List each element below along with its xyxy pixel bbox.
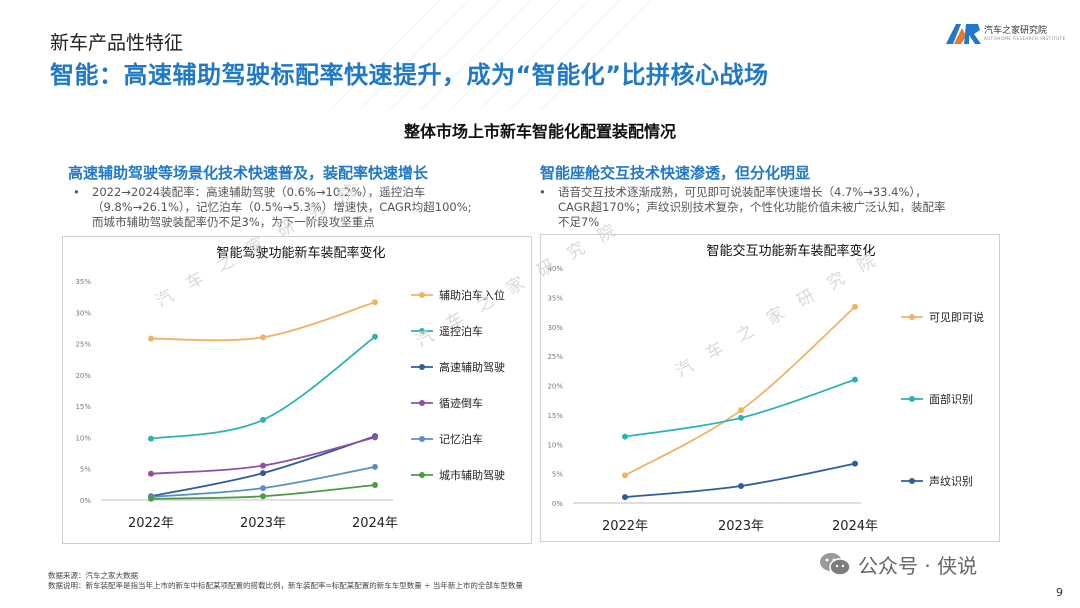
y-tick-label: 20% (547, 383, 563, 391)
data-point (372, 481, 378, 488)
x-tick-label: 2023年 (240, 516, 286, 531)
left-bullet-line: （9.8%→26.1%），记忆泊车（0.5%→5.3%）增速快，CAGR均超10… (92, 200, 472, 214)
y-tick-label: 35% (547, 294, 563, 302)
legend-label: 声纹识别 (929, 474, 973, 488)
data-point (622, 494, 628, 501)
data-point (148, 470, 154, 477)
right-bullet: • 语音交互技术逐渐成熟，可见即可说装配率快速增长（4.7%→33.4%）， C… (539, 185, 998, 230)
data-point (622, 433, 628, 440)
series-line (624, 462, 856, 499)
data-point (622, 472, 628, 479)
data-point (260, 462, 266, 469)
logo-subtext: AUTOHOME RESEARCH INSTITUTE (984, 36, 1066, 41)
bullet-dot: • (539, 185, 546, 199)
data-point (260, 334, 266, 341)
page-headline: 智能：高速辅助驾驶标配率快速提升，成为“智能化”比拼核心战场 (50, 61, 769, 89)
data-point (260, 493, 266, 500)
data-point (852, 303, 858, 310)
data-point (372, 333, 378, 340)
legend-label: 城市辅助驾驶 (439, 468, 505, 482)
x-tick-label: 2022年 (128, 516, 174, 531)
legend-label: 面部识别 (929, 392, 973, 406)
interaction-chart-panel: 智能交互功能新车装配率变化 0% 5% 10% 15% 20% 25% 30% 35% 40% 20… (540, 234, 1000, 542)
x-tick-label: 2022年 (602, 519, 648, 534)
data-point (852, 460, 858, 467)
data-point (260, 470, 266, 477)
data-point (738, 414, 744, 421)
section-title: 新车产品性特征 (50, 32, 184, 54)
legend-marker (909, 314, 915, 320)
legend-label: 遥控泊车 (439, 324, 483, 338)
data-point (260, 485, 266, 492)
data-point (260, 416, 266, 423)
right-bullet-line: CAGR超170%；声纹识别技术复杂，个性化功能价值未被广泛认知，装配率 (558, 200, 946, 214)
left-bullet-line: 而城市辅助驾驶装配率仍不足3%，为下一阶段攻坚重点 (92, 215, 375, 229)
y-tick-label: 5% (80, 466, 91, 474)
x-tick-label: 2024年 (832, 519, 878, 534)
logo-text: 汽车之家研究院 (984, 26, 1048, 36)
right-bullet-line: 语音交互技术逐渐成熟，可见即可说装配率快速增长（4.7%→33.4%）， (558, 185, 927, 199)
page-number: 9 (1056, 586, 1063, 599)
y-tick-label: 15% (547, 412, 563, 420)
legend-label: 辅助泊车入位 (439, 288, 505, 302)
y-tick-label: 40% (547, 265, 563, 273)
data-point (372, 434, 378, 441)
legend-marker (419, 292, 425, 298)
legend-marker (419, 436, 425, 442)
autohome-logo (946, 24, 981, 44)
y-tick-label: 30% (547, 324, 563, 332)
y-tick-label: 25% (547, 353, 563, 361)
legend-marker (419, 400, 425, 406)
x-tick-label: 2024年 (352, 516, 398, 531)
legend-marker (909, 396, 915, 402)
y-tick-label: 0% (552, 500, 563, 508)
legend-label: 记忆泊车 (439, 432, 483, 446)
driving-chart-panel: 智能驾驶功能新车装配率变化 0% 5% 10% 15% 20% 25% 30% 35% 2022年… (62, 236, 532, 544)
y-tick-label: 30% (75, 309, 91, 317)
bullet-dot: • (73, 185, 80, 199)
data-point (148, 335, 154, 342)
y-tick-label: 20% (75, 372, 91, 380)
chart-title: 智能交互功能新车装配率变化 (706, 243, 875, 259)
legend-label: 高速辅助驾驶 (439, 360, 505, 374)
legend-label: 循迹倒车 (439, 396, 483, 410)
data-note: 数据说明：新车装配率是指当年上市的新车中标配某项配置的搭载比例，新车装配率=标配… (48, 581, 523, 590)
data-point (738, 407, 744, 414)
data-point (372, 299, 378, 306)
x-tick-label: 2023年 (718, 519, 764, 534)
wechat-account: 公众号 · 侠说 (858, 554, 978, 578)
y-tick-label: 10% (75, 434, 91, 442)
legend-marker (909, 478, 915, 484)
y-tick-label: 0% (80, 497, 91, 505)
right-bullet-line: 不足7% (558, 215, 600, 229)
legend-marker (419, 364, 425, 370)
left-bullet-line: 2022→2024装配率：高速辅助驾驶（0.6%→10.2%），遥控泊车 (92, 185, 426, 199)
y-tick-label: 15% (75, 403, 91, 411)
data-point (852, 376, 858, 383)
left-heading: 高速辅助驾驶等场景化技术快速普及，装配率快速增长 (68, 164, 429, 182)
data-point (148, 435, 154, 442)
legend-label: 可见即可说 (929, 310, 984, 324)
data-point (738, 482, 744, 489)
y-tick-label: 35% (75, 278, 91, 286)
data-point (148, 495, 154, 502)
data-point (372, 463, 378, 470)
y-tick-label: 10% (547, 441, 563, 449)
legend-marker (419, 328, 425, 334)
left-bullet: • 2022→2024装配率：高速辅助驾驶（0.6%→10.2%），遥控泊车 （… (73, 185, 532, 230)
series-line (150, 335, 376, 440)
chart-title: 智能驾驶功能新车装配率变化 (216, 245, 385, 261)
legend-marker (419, 472, 425, 478)
interaction-chart: 智能交互功能新车装配率变化 0% 5% 10% 15% 20% 25% 30% 35% 40% 20… (547, 243, 984, 534)
y-tick-label: 25% (75, 341, 91, 349)
main-title: 整体市场上市新车智能化配置装配情况 (403, 122, 676, 141)
series-line (624, 306, 856, 477)
data-source: 数据来源：汽车之家大数据 (48, 571, 138, 580)
driving-chart: 智能驾驶功能新车装配率变化 0% 5% 10% 15% 20% 25% 30% 35% 2022年… (75, 245, 505, 531)
right-heading: 智能座舱交互技术快速渗透，但分化明显 (540, 164, 811, 182)
y-tick-label: 5% (552, 471, 563, 479)
wechat-icon (820, 553, 851, 576)
